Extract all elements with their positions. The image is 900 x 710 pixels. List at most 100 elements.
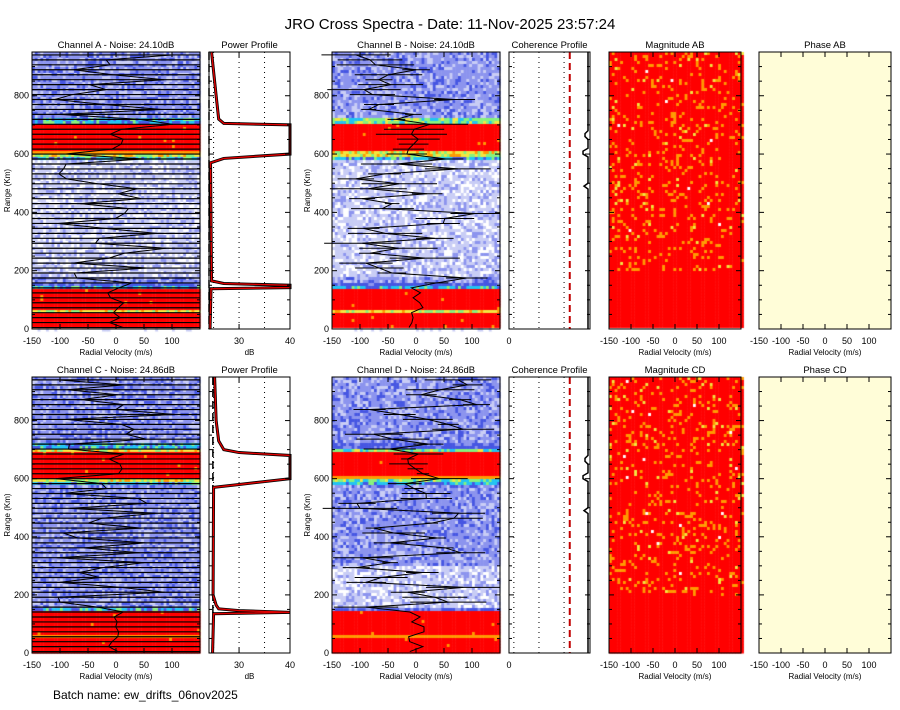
y-tick-label: 200 [314, 266, 329, 276]
y-tick-label: 800 [314, 91, 329, 101]
x-tick-label: 100 [464, 660, 479, 670]
x-tick-label: 50 [439, 336, 449, 346]
y-tick-label: 0 [324, 324, 329, 334]
batch-name: Batch name: ew_drifts_06nov2025 [53, 688, 238, 702]
panel-title: Channel D - Noise: 24.86dB [357, 365, 475, 376]
plot-frame [208, 51, 291, 330]
x-tick-label: 100 [464, 336, 479, 346]
plot-frame [208, 376, 291, 654]
panel-title: Magnitude AB [645, 40, 704, 51]
x-tick-label: 0 [113, 660, 118, 670]
panel-phAB: Phase AB -150 -100 -50 0 50 100 Radial Velocity… [750, 40, 892, 357]
x-tick-label: 50 [842, 660, 852, 670]
x-tick-label: 50 [692, 660, 702, 670]
x-tick-label: 0 [113, 336, 118, 346]
x-tick-label: 30 [234, 660, 244, 670]
x-axis-label: Radial Velocity (m/s) [80, 348, 153, 357]
x-axis-label: Radial Velocity (m/s) [639, 348, 712, 357]
plot-frame [758, 51, 892, 330]
x-tick-label: 0 [413, 336, 418, 346]
x-tick-label: 50 [439, 660, 449, 670]
x-axis-label: dB [245, 672, 255, 681]
x-tick-label: 0 [672, 336, 677, 346]
x-tick-label: -50 [381, 660, 394, 670]
y-tick-label: 600 [14, 474, 29, 484]
panel-title: Phase CD [803, 365, 846, 376]
y-axis-label: Range (Km) [3, 169, 12, 212]
coherence-profile-line [582, 52, 589, 329]
x-axis-label: Radial Velocity (m/s) [789, 348, 862, 357]
y-tick-label: 0 [24, 324, 29, 334]
x-tick-label: 40 [285, 660, 295, 670]
x-tick-label: -150 [600, 336, 618, 346]
y-axis-label: Range (Km) [3, 493, 12, 536]
x-tick-label: -100 [772, 336, 790, 346]
mean-velocity-line [356, 379, 477, 653]
y-tick-label: 0 [324, 648, 329, 658]
x-axis-label: Radial Velocity (m/s) [380, 348, 453, 357]
x-tick-label: -150 [323, 336, 341, 346]
x-tick-label: -50 [381, 336, 394, 346]
x-tick-label: -100 [51, 336, 69, 346]
x-axis-label: Radial Velocity (m/s) [789, 672, 862, 681]
y-tick-label: 400 [314, 207, 329, 217]
x-tick-label: 0 [506, 336, 511, 346]
x-tick-label: -150 [23, 660, 41, 670]
x-tick-label: 40 [285, 336, 295, 346]
y-tick-label: 600 [314, 149, 329, 159]
mean-velocity-line [355, 54, 476, 328]
x-tick-label: 100 [164, 660, 179, 670]
y-tick-label: 800 [14, 91, 29, 101]
y-tick-label: 0 [24, 648, 29, 658]
panel-specC: Channel C - Noise: 24.86dB -150 -100 -50 0 50… [3, 365, 201, 681]
panel-cohCD: Coherence Profile 0 [506, 365, 591, 670]
x-tick-label: 100 [711, 336, 726, 346]
x-tick-label: -150 [750, 660, 768, 670]
x-tick-label: 50 [842, 336, 852, 346]
y-tick-label: 800 [314, 416, 329, 426]
x-tick-label: 0 [506, 660, 511, 670]
figure-title: JRO Cross Spectra - Date: 11-Nov-2025 23… [285, 16, 616, 33]
panel-powA: Power Profile 30 40 dB [208, 40, 295, 357]
x-tick-label: -150 [600, 660, 618, 670]
x-tick-label: -50 [81, 660, 94, 670]
panel-title: Magnitude CD [645, 365, 706, 376]
y-tick-label: 600 [14, 149, 29, 159]
plot-frame [508, 376, 591, 654]
x-tick-label: -100 [622, 660, 640, 670]
x-tick-label: -150 [23, 336, 41, 346]
x-tick-label: 50 [139, 336, 149, 346]
power-profile-line [211, 376, 291, 654]
x-tick-label: 0 [413, 660, 418, 670]
x-tick-label: 30 [234, 336, 244, 346]
x-tick-label: -50 [81, 336, 94, 346]
x-tick-label: -100 [51, 660, 69, 670]
panel-title: Power Profile [221, 365, 278, 376]
x-axis-label: dB [245, 348, 255, 357]
panel-cohAB: Coherence Profile 0 [506, 40, 591, 346]
mean-velocity-line [54, 54, 174, 329]
x-axis-label: Radial Velocity (m/s) [380, 672, 453, 681]
panel-magCD: Magnitude CD -150 -100 -50 0 50 100 Radial Velo… [600, 365, 742, 681]
x-tick-label: -100 [351, 336, 369, 346]
plot-frame [508, 51, 591, 330]
x-tick-label: 0 [672, 660, 677, 670]
panel-phCD: Phase CD -150 -100 -50 0 50 100 Radial Velocity… [750, 365, 892, 681]
y-axis-label: Range (Km) [303, 493, 312, 536]
panel-title: Channel A - Noise: 24.10dB [58, 40, 175, 51]
y-axis-label: Range (Km) [303, 169, 312, 212]
x-tick-label: -100 [622, 336, 640, 346]
panel-specD: Channel D - Noise: 24.86dB -150 -100 -50 0 50… [303, 365, 501, 681]
plot-frame [331, 376, 501, 654]
y-tick-label: 400 [14, 532, 29, 542]
panel-powC: Power Profile 30 40 dB [208, 365, 295, 681]
panel-title: Power Profile [221, 40, 278, 51]
x-tick-label: 100 [861, 336, 876, 346]
panel-title: Phase AB [804, 40, 846, 51]
x-tick-label: -50 [646, 660, 659, 670]
plot-frame [608, 376, 742, 654]
panel-title: Coherence Profile [511, 365, 587, 376]
